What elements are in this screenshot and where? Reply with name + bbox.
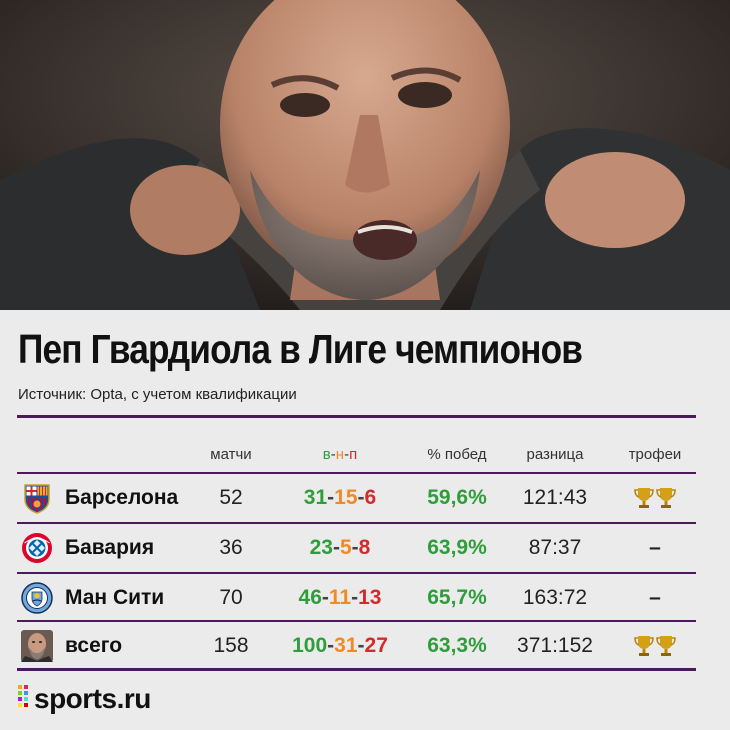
matches-cell: 70 (219, 586, 243, 609)
goal-diff-cell: 371:152 (517, 634, 593, 657)
goal-diff-cell: 121:43 (522, 486, 588, 509)
header-l: п (349, 446, 358, 463)
page-title: Пеп Гвардиола в Лиге чемпионов (18, 326, 583, 372)
win-pct-cell: 59,6% (427, 486, 487, 509)
trophy-icon (634, 488, 654, 509)
wdl-cell: 46-11-13 (298, 586, 382, 609)
wdl-cell: 100-31-27 (292, 634, 388, 657)
header-divider (17, 472, 696, 474)
wdl-cell: 23-5-8 (309, 536, 371, 559)
top-divider (17, 415, 696, 418)
matches-cell: 36 (219, 536, 243, 559)
goal-diff-cell: 163:72 (522, 586, 588, 609)
man-city-crest-icon (21, 582, 53, 614)
guardiola-photo-icon (0, 0, 730, 310)
matches-cell: 158 (213, 634, 249, 657)
row-divider (17, 522, 696, 524)
header-diff: разница (526, 446, 584, 463)
wdl-cell: 31-15-6 (303, 486, 377, 509)
sports-ru-logo-icon (18, 685, 28, 707)
bayern-crest-icon (22, 533, 52, 563)
row-divider (17, 572, 696, 574)
matches-cell: 52 (219, 486, 243, 509)
header-trophies: трофеи (628, 446, 682, 463)
brand-wordmark: sports.ru (34, 683, 151, 714)
win-pct-cell: 63,9% (427, 536, 487, 559)
trophy-icon (656, 636, 676, 657)
row-divider (17, 620, 696, 622)
trophy-icon (634, 636, 654, 657)
trophies-cell (615, 634, 695, 658)
header-pct: % побед (427, 446, 487, 463)
team-name: всего (65, 634, 123, 657)
trophies-cell (615, 486, 695, 510)
header-d: н (335, 446, 345, 463)
header-w: в (322, 446, 331, 463)
barcelona-crest-icon (24, 484, 50, 514)
win-pct-cell: 65,7% (427, 586, 487, 609)
team-name: Барселона (65, 486, 179, 509)
table-row: Барселона 52 31-15-6 59,6% 121:43 (17, 474, 696, 522)
guardiola-avatar-icon (21, 630, 53, 662)
source-note: Источник: Opta, с учетом квалификации (18, 386, 297, 403)
no-trophies-dash: – (649, 586, 661, 609)
hero-photo (0, 0, 730, 310)
team-name: Бавария (65, 536, 155, 559)
table-row: Бавария 36 23-5-8 63,9% 87:37 – (17, 524, 696, 572)
bottom-divider (17, 668, 696, 671)
win-pct-cell: 63,3% (427, 634, 487, 657)
table-row: Ман Сити 70 46-11-13 65,7% 163:72 – (17, 574, 696, 622)
goal-diff-cell: 87:37 (528, 536, 582, 559)
team-name: Ман Сити (65, 586, 165, 609)
trophies-cell: – (615, 586, 695, 610)
trophies-cell: – (615, 536, 695, 560)
header-wdl: в-н-п (322, 446, 358, 463)
no-trophies-dash: – (649, 536, 661, 559)
trophy-icon (656, 488, 676, 509)
header-matches: матчи (210, 446, 252, 463)
table-row: всего 158 100-31-27 63,3% 371:152 (17, 622, 696, 670)
